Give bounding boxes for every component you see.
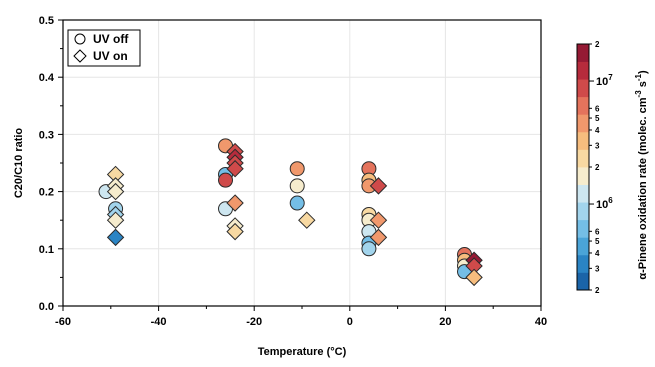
colorbar-segment xyxy=(577,149,589,168)
colorbar-label: 2 xyxy=(595,286,600,295)
x-tick-label: 40 xyxy=(535,316,547,328)
y-tick-label: 0.5 xyxy=(39,15,54,27)
legend-marker-circle xyxy=(74,33,86,45)
uv-on-point xyxy=(465,268,483,287)
legend-label: UV on xyxy=(93,49,128,63)
colorbar-major-label: 106 xyxy=(596,196,613,211)
x-tick-label: -40 xyxy=(151,316,167,328)
legend-marker-diamond xyxy=(73,49,87,63)
y-tick-label: 0.0 xyxy=(39,301,54,313)
colorbar-segment xyxy=(577,131,589,150)
x-tick-label: 0 xyxy=(347,316,353,328)
colorbar-label: 3 xyxy=(595,264,600,273)
y-tick-label: 0.3 xyxy=(39,129,54,141)
x-tick-label: 20 xyxy=(439,316,451,328)
colorbar-segment xyxy=(577,114,589,133)
uv-on-point xyxy=(106,211,125,229)
legend: UV off UV on xyxy=(67,29,141,67)
colorbar-segment xyxy=(577,272,589,291)
uv-off-point xyxy=(218,172,234,188)
colorbar-segment xyxy=(577,237,589,256)
colorbar-label: 5 xyxy=(595,114,600,123)
colorbar-segment xyxy=(577,44,589,62)
colorbar-segment xyxy=(577,202,589,221)
x-axis-title: Temperature (°C) xyxy=(258,346,347,358)
colorbar-segment xyxy=(577,219,589,238)
uv-on-point xyxy=(226,194,244,212)
x-tick-label: -20 xyxy=(246,316,262,328)
y-tick-label: 0.4 xyxy=(39,72,55,84)
colorbar-title: α-Pinene oxidation rate (molec. cm-3 s-1… xyxy=(634,70,649,280)
colorbar-label: 2 xyxy=(595,163,600,172)
colorbar-segment xyxy=(577,254,589,273)
uv-on-point xyxy=(369,228,388,247)
colorbar-segment xyxy=(577,61,589,80)
uv-on-point xyxy=(106,228,125,247)
uv-on-point xyxy=(226,160,244,178)
colorbar-segment xyxy=(577,96,589,115)
uv-off-point xyxy=(289,161,305,177)
uv-on-point xyxy=(106,182,125,201)
uv-off-point xyxy=(289,195,305,211)
axes-layer: -60 -40 -20 0 20 40 0.0 0.1 0.2 0.3 0.4 0.5 Temperat… xyxy=(13,15,547,358)
y-tick-label: 0.1 xyxy=(39,244,54,256)
uv-off-point xyxy=(361,241,377,257)
colorbar-segment xyxy=(577,167,589,185)
colorbar-label: 4 xyxy=(595,249,600,258)
colorbar-major-label: 107 xyxy=(596,73,613,88)
x-tick-label: -60 xyxy=(55,316,71,328)
y-axis-title: C20/C10 ratio xyxy=(13,128,25,199)
uv-on-point xyxy=(298,211,316,229)
uv-on-point xyxy=(369,211,388,229)
colorbar-label: 2 xyxy=(595,40,600,49)
colorbar-label: 3 xyxy=(595,141,600,150)
uv-on-point xyxy=(226,222,244,241)
uv-off-point xyxy=(289,178,305,194)
colorbar-label: 6 xyxy=(595,104,600,113)
colorbar-label: 5 xyxy=(595,237,600,246)
colorbar-segment xyxy=(577,79,589,98)
points-layer xyxy=(98,138,483,287)
colorbar-label: 4 xyxy=(595,126,600,135)
uv-on-point xyxy=(369,177,388,195)
legend-label: UV off xyxy=(93,32,129,46)
colorbar-segment xyxy=(577,184,589,203)
y-tick-label: 0.2 xyxy=(39,187,54,199)
colorbar-label: 6 xyxy=(595,227,600,236)
